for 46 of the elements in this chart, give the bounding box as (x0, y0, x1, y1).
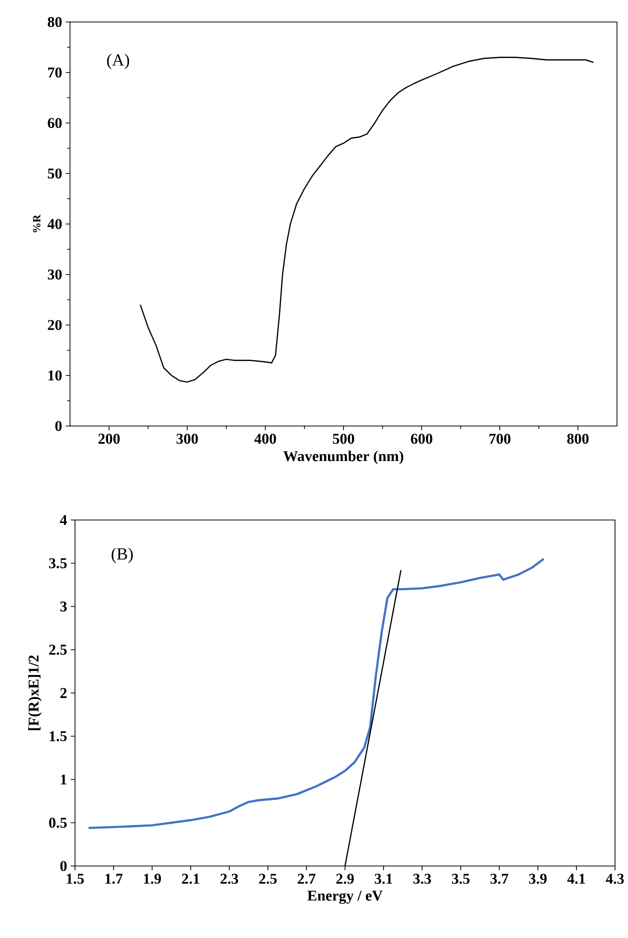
x-tick-label: 3.7 (490, 874, 508, 884)
x-tick-label: 3.1 (374, 874, 392, 884)
y-axis-title: [F(R)xE]1/2 (28, 655, 42, 730)
y-tick-label: 3.5 (49, 558, 67, 568)
x-tick-label: 3.9 (529, 874, 547, 884)
y-tick-label: 0 (60, 860, 67, 872)
y-tick-label: 50 (48, 168, 62, 179)
y-tick-label: 20 (48, 320, 62, 330)
y-tick-label: 30 (48, 269, 62, 280)
annotation: (A) (107, 54, 130, 70)
y-tick-label: 2 (60, 688, 67, 698)
x-tick-label: 2.1 (182, 874, 200, 884)
y-tick-label: 40 (48, 218, 62, 230)
y-tick-label: 80 (48, 16, 62, 28)
x-tick-label: 2.7 (298, 874, 316, 884)
x-tick-label: 200 (98, 434, 120, 444)
annotation: (B) (112, 548, 133, 564)
x-tick-label: 500 (333, 434, 354, 444)
x-tick-label: 1.7 (106, 874, 123, 884)
x-tick-label: 3.5 (452, 874, 470, 884)
y-tick-label: 10 (48, 370, 62, 381)
y-tick-label: 3 (60, 601, 67, 612)
y-tick-label: 1 (61, 774, 67, 784)
x-tick-label: 2.3 (220, 874, 238, 884)
x-tick-label: 600 (411, 434, 432, 444)
x-axis-title: Wavenumber (nm) (283, 450, 404, 464)
y-tick-label: 2.5 (49, 644, 67, 655)
y-tick-label: 60 (48, 118, 62, 128)
y-tick-label: 70 (48, 67, 62, 78)
x-tick-label: 4.1 (567, 874, 586, 884)
y-axis-title: %R (33, 214, 41, 232)
x-tick-label: 300 (176, 434, 198, 444)
x-tick-label: 1.9 (144, 874, 162, 884)
y-tick-label: 1.5 (50, 731, 67, 742)
x-tick-label: 4.3 (606, 874, 624, 884)
y-tick-label: 4 (60, 515, 68, 525)
x-tick-label: 700 (490, 434, 511, 444)
x-tick-label: 800 (567, 434, 589, 444)
x-tick-label: 400 (254, 434, 276, 444)
x-axis-title: Energy / eV (308, 890, 383, 904)
x-tick-label: 3.3 (414, 874, 432, 884)
y-tick-label: 0 (55, 420, 62, 432)
y-tick-label: 0.5 (49, 818, 67, 828)
x-tick-label: 2.5 (259, 874, 277, 884)
x-tick-label: 2.9 (336, 874, 354, 884)
x-tick-label: 1.5 (67, 874, 84, 884)
